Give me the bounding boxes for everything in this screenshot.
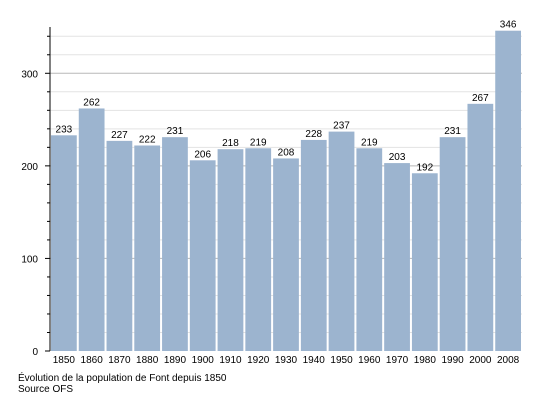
bar-1860 — [78, 108, 105, 351]
x-tick-label-1870: 1870 — [108, 355, 131, 366]
y-tick-label-300: 300 — [21, 69, 38, 80]
x-tick-label-1920: 1920 — [247, 355, 270, 366]
data-label-2008: 346 — [500, 20, 517, 31]
data-label-1890: 231 — [167, 126, 184, 137]
data-label-1960: 219 — [361, 137, 378, 148]
data-label-1950: 237 — [333, 121, 350, 132]
x-tick-label-1890: 1890 — [164, 355, 187, 366]
bar-chart: 233 262 227 222 231 206 218 219 208 228 237 219 203 1… — [21, 20, 522, 366]
y-tick-label-100: 100 — [21, 254, 38, 265]
x-tick-label-1910: 1910 — [219, 355, 242, 366]
data-label-1900: 206 — [194, 149, 211, 160]
y-tick-label-0: 0 — [32, 347, 38, 358]
x-tick-label-1940: 1940 — [303, 355, 326, 366]
bar-2000 — [467, 103, 494, 351]
x-tick-label-1970: 1970 — [386, 355, 409, 366]
data-label-1850: 233 — [56, 124, 73, 135]
x-tick-label-1980: 1980 — [414, 355, 437, 366]
bar-1900 — [189, 160, 216, 351]
x-tick-label-1990: 1990 — [441, 355, 464, 366]
bar-1990 — [439, 137, 466, 351]
bar-1940 — [300, 139, 327, 351]
bar-1890 — [162, 137, 188, 351]
x-tick-label-1960: 1960 — [358, 355, 381, 366]
bar-1980 — [411, 173, 438, 351]
x-tick-label-1880: 1880 — [136, 355, 159, 366]
bar-1870 — [106, 140, 133, 351]
data-label-1970: 203 — [389, 152, 406, 163]
x-tick-label-1860: 1860 — [81, 355, 104, 366]
chart-source: Source OFS — [18, 384, 74, 395]
bar-1920 — [245, 148, 272, 351]
chart-caption: Évolution de la population de Font depui… — [18, 373, 227, 384]
data-label-1990: 231 — [444, 126, 461, 137]
data-label-1860: 262 — [83, 97, 100, 108]
bar-1970 — [384, 163, 410, 351]
bar-1880 — [134, 145, 161, 351]
data-label-1910: 218 — [222, 138, 239, 149]
bar-1850 — [51, 135, 77, 351]
data-label-1930: 208 — [278, 147, 295, 158]
x-tick-label-1950: 1950 — [330, 355, 353, 366]
axes: 1850 1860 1870 1880 1890 1900 1910 1920 1930 1940… — [21, 27, 520, 366]
x-tick-label-1900: 1900 — [192, 355, 215, 366]
data-labels: 233 262 227 222 231 206 218 219 208 228 237 219 203 1… — [56, 20, 517, 174]
x-tick-label-2000: 2000 — [469, 355, 492, 366]
bar-1960 — [356, 148, 383, 351]
bar-1910 — [217, 149, 244, 351]
data-label-1940: 228 — [305, 129, 322, 140]
data-label-2000: 267 — [472, 93, 489, 104]
x-tick-label-1930: 1930 — [275, 355, 298, 366]
y-tick-label-200: 200 — [21, 162, 38, 173]
data-label-1920: 219 — [250, 137, 267, 148]
bar-1930 — [273, 158, 299, 351]
bars — [51, 30, 521, 352]
data-label-1870: 227 — [111, 130, 128, 141]
data-label-1880: 222 — [139, 134, 156, 145]
x-tick-label-1850: 1850 — [53, 355, 76, 366]
bar-2008 — [495, 30, 521, 352]
data-label-1980: 192 — [416, 162, 433, 173]
x-tick-label-2008: 2008 — [497, 355, 520, 366]
bar-1950 — [328, 131, 355, 351]
